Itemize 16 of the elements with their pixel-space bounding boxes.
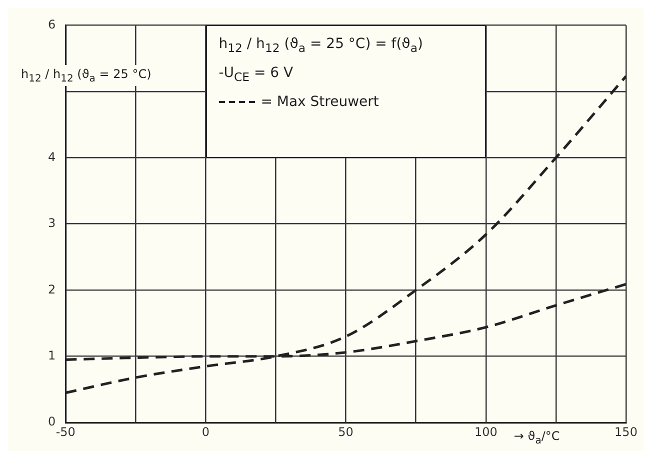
y-axis-title: h$_{12}$ / h$_{12}$ (ϑ$_{a}$ = 25 °C) [18,64,154,86]
x-axis-title: → ϑ$_{a}$/°C [514,428,560,446]
x-tick-label: 50 [338,424,354,439]
y-tick-label: 4 [48,150,56,164]
note-frame: h$_{12}$ / h$_{12}$ (ϑ$_{a}$ = 25 °C) = f(ϑ$_{a}$) -U$_{CE}$ = 6 V = Max Streuwert [206,25,486,158]
x-tick-label: 100 [474,424,498,439]
y-tick-label: 6 [48,17,56,32]
x-tick-label: 150 [614,424,638,439]
annotation: = Max Streuwert [260,94,379,110]
x-tick-label: -50 [56,424,76,439]
y-tick-label: 0 [48,414,56,429]
x-tick-label: 0 [202,424,210,439]
y-tick-label: 2 [48,282,56,296]
annotation: -U$_{CE}$ = 6 V [218,64,294,84]
y-tick-label: 3 [48,216,56,230]
y-tick-label: 1 [48,348,56,362]
